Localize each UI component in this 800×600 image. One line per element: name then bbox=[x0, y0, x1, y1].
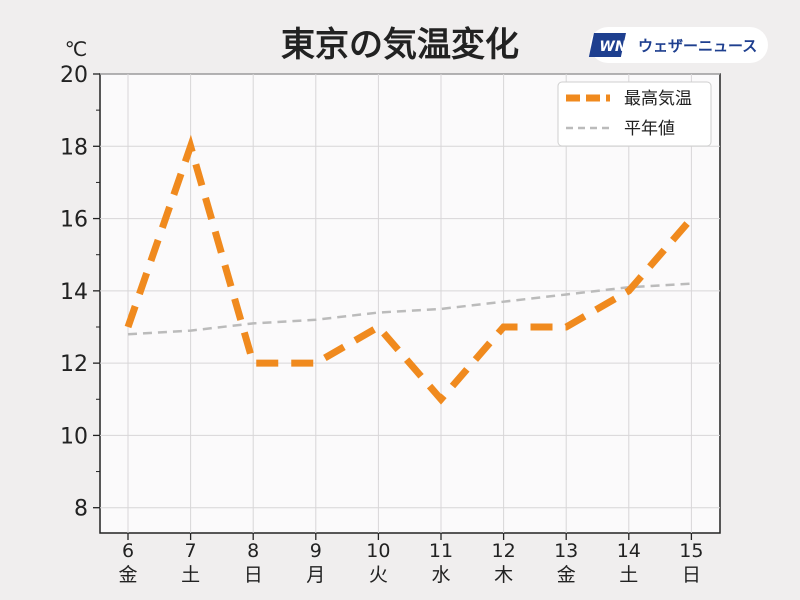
y-tick-label: 18 bbox=[60, 135, 88, 160]
grid bbox=[100, 73, 720, 533]
logo-background bbox=[590, 27, 768, 63]
legend-label: 最高気温 bbox=[624, 89, 692, 109]
x-tick-day: 14 bbox=[617, 540, 641, 562]
y-tick-label: 20 bbox=[60, 63, 88, 88]
x-tick-weekday: 土 bbox=[181, 564, 200, 586]
x-tick-day: 11 bbox=[429, 540, 453, 562]
weathernews-logo: WN ウェザーニュース bbox=[588, 27, 768, 63]
series-line-平年値 bbox=[127, 282, 692, 336]
y-tick-label: 12 bbox=[60, 352, 88, 377]
x-tick-weekday: 火 bbox=[369, 564, 388, 586]
plot-area bbox=[99, 73, 721, 534]
logo-mark: WN bbox=[599, 39, 626, 55]
chart-title: 東京の気温変化 bbox=[281, 25, 519, 65]
x-tick-day: 15 bbox=[679, 540, 703, 562]
x-tick-day: 10 bbox=[366, 540, 390, 562]
x-tick-day: 13 bbox=[554, 540, 578, 562]
x-tick-day: 8 bbox=[247, 540, 259, 562]
x-tick-day: 12 bbox=[492, 540, 516, 562]
y-tick-label: 16 bbox=[60, 208, 88, 233]
y-tick-label: 8 bbox=[74, 497, 88, 522]
series-line-最高気温 bbox=[124, 134, 695, 405]
y-tick-label: 14 bbox=[60, 280, 88, 305]
series-layer bbox=[124, 134, 695, 405]
x-tick-weekday: 日 bbox=[244, 564, 263, 586]
x-tick-weekday: 水 bbox=[431, 564, 450, 586]
x-tick-weekday: 金 bbox=[557, 564, 576, 586]
logo-text: ウェザーニュース bbox=[638, 37, 757, 55]
y-tick-label: 10 bbox=[60, 424, 88, 449]
logo-mark-icon bbox=[588, 33, 626, 57]
x-tick-day: 6 bbox=[122, 540, 134, 562]
x-tick-weekday: 金 bbox=[118, 564, 137, 586]
x-tick-weekday: 土 bbox=[619, 564, 638, 586]
y-unit-label: ℃ bbox=[65, 37, 87, 61]
y-axis: 8 10 12 14 16 18 20 bbox=[60, 63, 100, 522]
x-tick-day: 9 bbox=[310, 540, 322, 562]
x-tick-weekday: 月 bbox=[306, 564, 325, 586]
legend-label: 平年値 bbox=[624, 119, 675, 139]
x-tick-weekday: 日 bbox=[682, 564, 701, 586]
x-tick-day: 7 bbox=[185, 540, 197, 562]
x-tick-weekday: 木 bbox=[494, 564, 513, 586]
